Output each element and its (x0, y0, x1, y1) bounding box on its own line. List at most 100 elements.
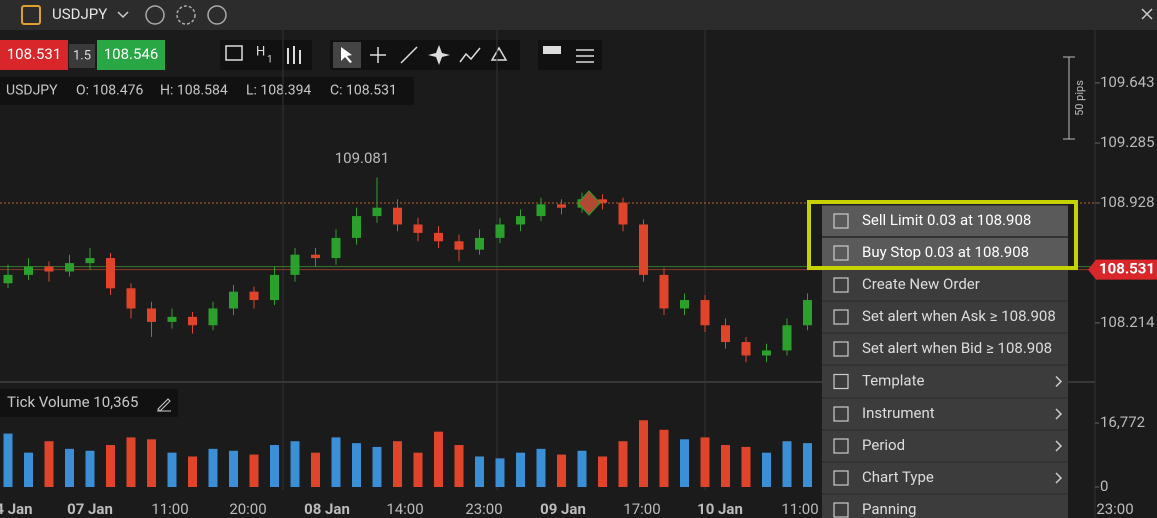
candle-body (782, 325, 792, 351)
candle-body (762, 350, 771, 356)
menu-icon[interactable] (833, 309, 849, 325)
candle-body (434, 232, 443, 242)
submenu-arrow[interactable] (1055, 408, 1063, 420)
menu-item-highlight[interactable] (822, 206, 1068, 236)
high-marker (577, 190, 601, 216)
volume-bar (782, 441, 792, 487)
candle-body (311, 254, 320, 259)
x-tick-label: 09 Jan (540, 500, 586, 518)
volume-bar (639, 420, 648, 487)
volume-bar (188, 456, 197, 487)
volume-bar (229, 450, 238, 487)
menu-item[interactable]: Set alert when Bid ≥ 108.908 (862, 339, 1052, 357)
volume-bar (372, 446, 382, 487)
x-tick-label: 17:00 (623, 500, 660, 518)
candle-body (700, 300, 710, 326)
chart-type-icon[interactable] (287, 46, 301, 64)
close[interactable] (1141, 8, 1153, 20)
symbol[interactable]: USDJPY (52, 5, 107, 23)
volume-bar (618, 441, 628, 487)
x-tick-label: 23:00 (1096, 500, 1133, 518)
menu-icon[interactable] (833, 438, 849, 454)
submenu-arrow[interactable] (1055, 375, 1063, 388)
submenu-arrow[interactable] (1055, 440, 1063, 452)
volume-bar (393, 441, 402, 487)
candle-body (639, 224, 648, 275)
fit[interactable] (176, 5, 196, 25)
cursor-icon[interactable] (341, 47, 352, 63)
candle-body (352, 216, 361, 238)
sell-box[interactable] (0, 40, 68, 70)
period-sub[interactable]: 1 (267, 55, 273, 66)
menu-item[interactable]: Create New Order (862, 275, 980, 293)
menu-icon[interactable] (833, 373, 849, 390)
volume-bar (208, 448, 218, 487)
volume-bar (659, 429, 669, 487)
menu-icon[interactable] (833, 406, 849, 422)
title-bar (0, 0, 1157, 30)
candle-body (147, 308, 156, 322)
volume-bar (721, 445, 730, 487)
x-tick-label: 11:00 (151, 500, 188, 518)
sell-price[interactable]: 108.531 (7, 45, 62, 63)
x-tick-label: 4 Jan (0, 500, 33, 518)
candle-body (65, 263, 74, 272)
menu-item[interactable]: Period (862, 436, 905, 454)
candle-body (290, 254, 300, 275)
candle-body (598, 199, 607, 203)
buy-box[interactable] (97, 40, 165, 70)
menu-icon[interactable] (833, 213, 849, 229)
paint-icon[interactable] (543, 46, 561, 54)
chart-icon[interactable] (21, 5, 41, 25)
candle-body (413, 224, 423, 233)
buy-price[interactable]: 108.546 (104, 45, 159, 63)
volume-bar (249, 454, 259, 487)
menu-item[interactable]: Buy Stop 0.03 at 108.908 (862, 243, 1029, 261)
volume-bar (126, 437, 136, 487)
shapes-icon[interactable] (490, 46, 508, 61)
volume-title-box (0, 389, 178, 417)
symbol-dropdown[interactable] (117, 11, 129, 19)
candle-body (393, 207, 402, 225)
volume-bar (65, 448, 74, 487)
menu-icon[interactable] (833, 341, 849, 357)
list-icon[interactable] (576, 49, 594, 63)
menu-item-highlight[interactable] (822, 238, 1068, 268)
line-icon[interactable] (400, 46, 418, 64)
zoom-in[interactable] (207, 5, 227, 25)
volume-bar (3, 433, 13, 487)
crosshair-icon[interactable] (370, 47, 386, 63)
candle-body (167, 316, 177, 322)
ohlc-low: L: 108.394 (246, 83, 311, 99)
candle-body (680, 300, 689, 309)
volume-tick-label: 16,772 (1100, 413, 1145, 431)
menu-item[interactable]: Sell Limit 0.03 at 108.908 (862, 211, 1031, 229)
submenu-arrow[interactable] (1055, 472, 1063, 484)
fib-icon[interactable] (428, 45, 450, 65)
edit-icon[interactable] (157, 398, 171, 412)
menu-icon[interactable] (833, 245, 849, 261)
menu-item[interactable]: Template (862, 371, 924, 389)
menu-icon[interactable] (833, 277, 849, 293)
zoom-out[interactable] (145, 5, 165, 25)
volume-bar (700, 437, 710, 487)
y-tick-label: 108.928 (1100, 193, 1155, 211)
menu-icon[interactable] (833, 502, 849, 518)
y-tick-label: 109.643 (1100, 73, 1155, 91)
high-label: 109.081 (335, 149, 390, 167)
volume-bar (557, 454, 566, 487)
menu-icon[interactable] (833, 470, 849, 486)
volume-bar (577, 450, 587, 487)
candle-body (229, 291, 238, 309)
menu-item[interactable]: Chart Type (862, 468, 934, 486)
menu-item[interactable]: Set alert when Ask ≥ 108.908 (862, 307, 1056, 325)
spread: 1.5 (73, 48, 91, 63)
menu-item[interactable]: Panning (862, 500, 916, 518)
y-tick-label: 109.285 (1100, 133, 1155, 151)
new-order-icon[interactable] (225, 45, 243, 61)
polyline-icon[interactable] (459, 47, 481, 63)
menu-item[interactable]: Instrument (862, 404, 935, 422)
volume-bar (434, 431, 443, 487)
period-letter[interactable]: H (256, 44, 265, 59)
volume-bar (106, 445, 115, 487)
